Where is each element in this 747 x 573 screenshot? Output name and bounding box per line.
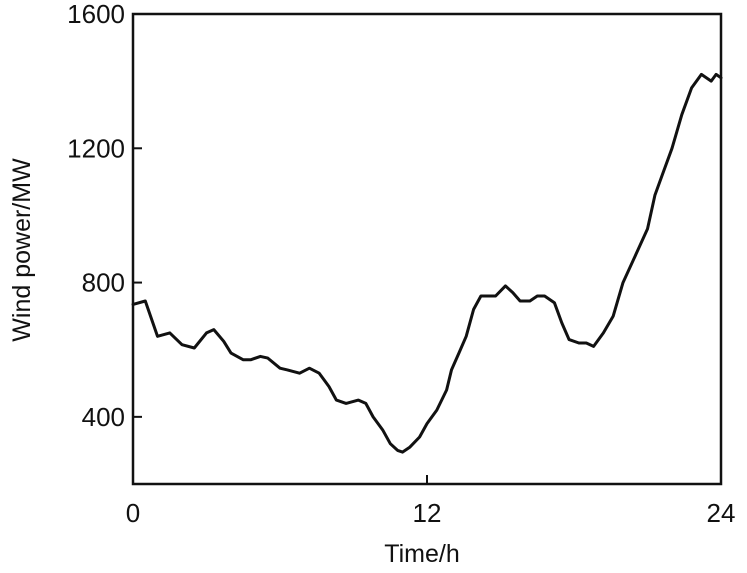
x-tick-label: 12	[413, 498, 442, 528]
y-tick-label: 1200	[67, 133, 125, 163]
y-tick-label: 1600	[67, 0, 125, 29]
axis-tick-labels: 400 800 1200 1600 0 12 24	[67, 0, 735, 528]
axis-ticks	[132, 13, 722, 484]
x-tick-label: 0	[126, 498, 140, 528]
series-line	[131, 72, 723, 454]
x-axis-label: Time/h	[384, 540, 459, 568]
y-tick-label: 400	[82, 402, 125, 432]
y-axis-label: Wind power/MW	[8, 158, 36, 342]
plot-frame	[131, 12, 723, 486]
y-tick-label: 800	[82, 268, 125, 298]
x-tick-label: 24	[707, 498, 736, 528]
